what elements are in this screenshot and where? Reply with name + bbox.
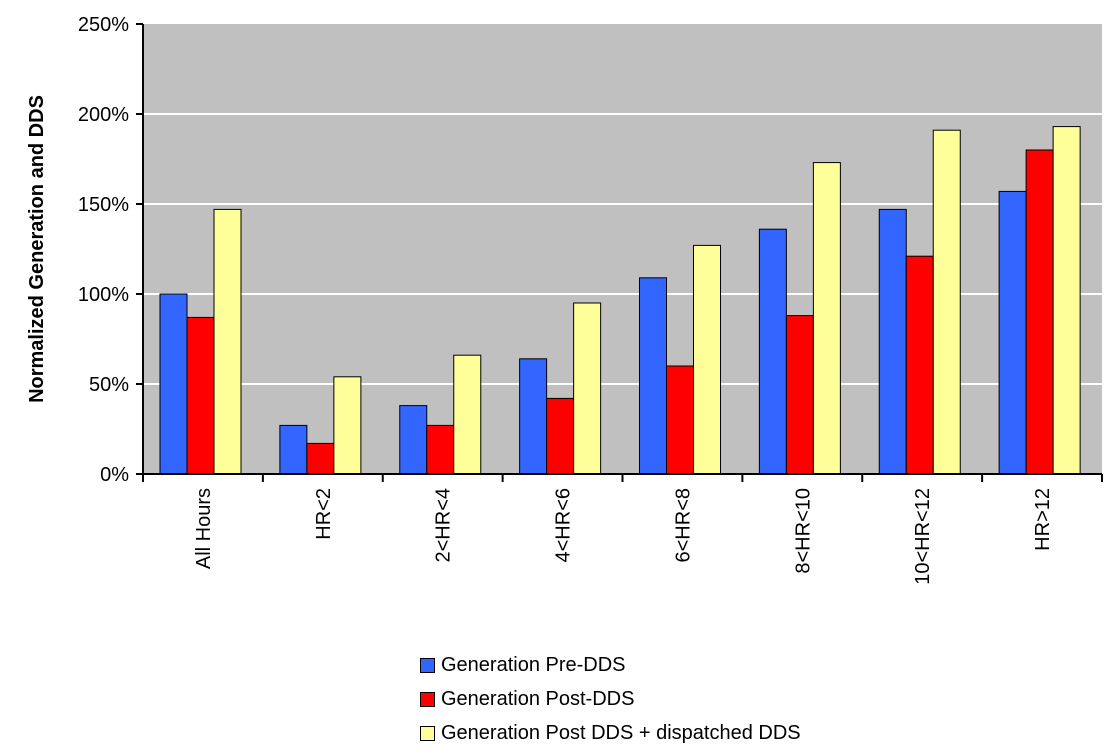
x-tick-label: 4<HR<6 [553,488,575,563]
bar-generation-post-dds-dispatched-dds-7 [1052,126,1081,475]
bar-generation-post-dds-dispatched-dds-0 [213,208,242,475]
legend-label: Generation Post DDS + dispatched DDS [441,721,801,744]
legend-item: Generation Post-DDS [420,682,801,716]
legend-swatch [420,725,435,741]
bar-generation-post-dds-7 [1025,149,1054,475]
y-tick-label: 200% [78,104,129,126]
bar-generation-post-dds-4 [666,365,694,475]
bar-generation-post-dds-dispatched-dds-3 [573,302,602,475]
bar-generation-post-dds-3 [546,397,575,475]
bar-generation-post-dds-dispatched-dds-5 [812,162,841,475]
x-tick-label: HR<2 [313,488,335,540]
bar-generation-pre-dds-0 [159,293,188,475]
legend-swatch [420,657,435,673]
bar-generation-post-dds-1 [306,442,335,475]
x-tick-label: 8<HR<10 [792,488,814,574]
bar-generation-post-dds-dispatched-dds-2 [453,354,482,475]
bar-generation-pre-dds-7 [998,190,1027,475]
legend-label: Generation Pre-DDS [441,653,626,676]
y-tick-label: 150% [78,194,129,216]
y-axis-title: Normalized Generation and DDS [26,95,48,403]
bar-generation-pre-dds-5 [758,228,787,475]
bar-generation-post-dds-dispatched-dds-1 [333,376,362,475]
bar-generation-pre-dds-2 [399,405,428,475]
x-tick-label: All Hours [193,488,215,569]
y-tick-label: 0% [100,464,129,486]
bar-chart: 0% 50% 100% 150% 200% 250% All Hours HR<2 2<HR<… [26,14,1103,585]
legend-item: Generation Post DDS + dispatched DDS [420,716,801,750]
bar-generation-pre-dds-3 [519,358,548,475]
bar-generation-post-dds-2 [426,424,455,475]
bar-generation-pre-dds-6 [878,208,907,475]
x-tick-label: 10<HR<12 [912,488,934,585]
y-tick-label: 50% [89,374,129,396]
bar-generation-post-dds-5 [785,315,814,475]
bar-generation-post-dds-0 [186,316,215,475]
bar-generation-post-dds-dispatched-dds-4 [693,244,721,475]
x-tick-label: HR>12 [1032,488,1054,551]
legend: Generation Pre-DDS Generation Post-DDS Gen… [420,648,801,750]
legend-label: Generation Post-DDS [441,687,635,710]
y-tick-label: 100% [78,284,129,306]
x-tick-label: 6<HR<8 [672,488,694,563]
legend-item: Generation Pre-DDS [420,648,801,682]
y-tick-label: 250% [78,14,129,36]
x-tick-label: 2<HR<4 [433,488,455,563]
bar-generation-pre-dds-4 [639,277,667,475]
bar-generation-post-dds-dispatched-dds-6 [932,129,961,475]
legend-swatch [420,691,435,707]
bar-generation-pre-dds-1 [279,424,308,475]
bar-generation-post-dds-6 [905,255,934,475]
